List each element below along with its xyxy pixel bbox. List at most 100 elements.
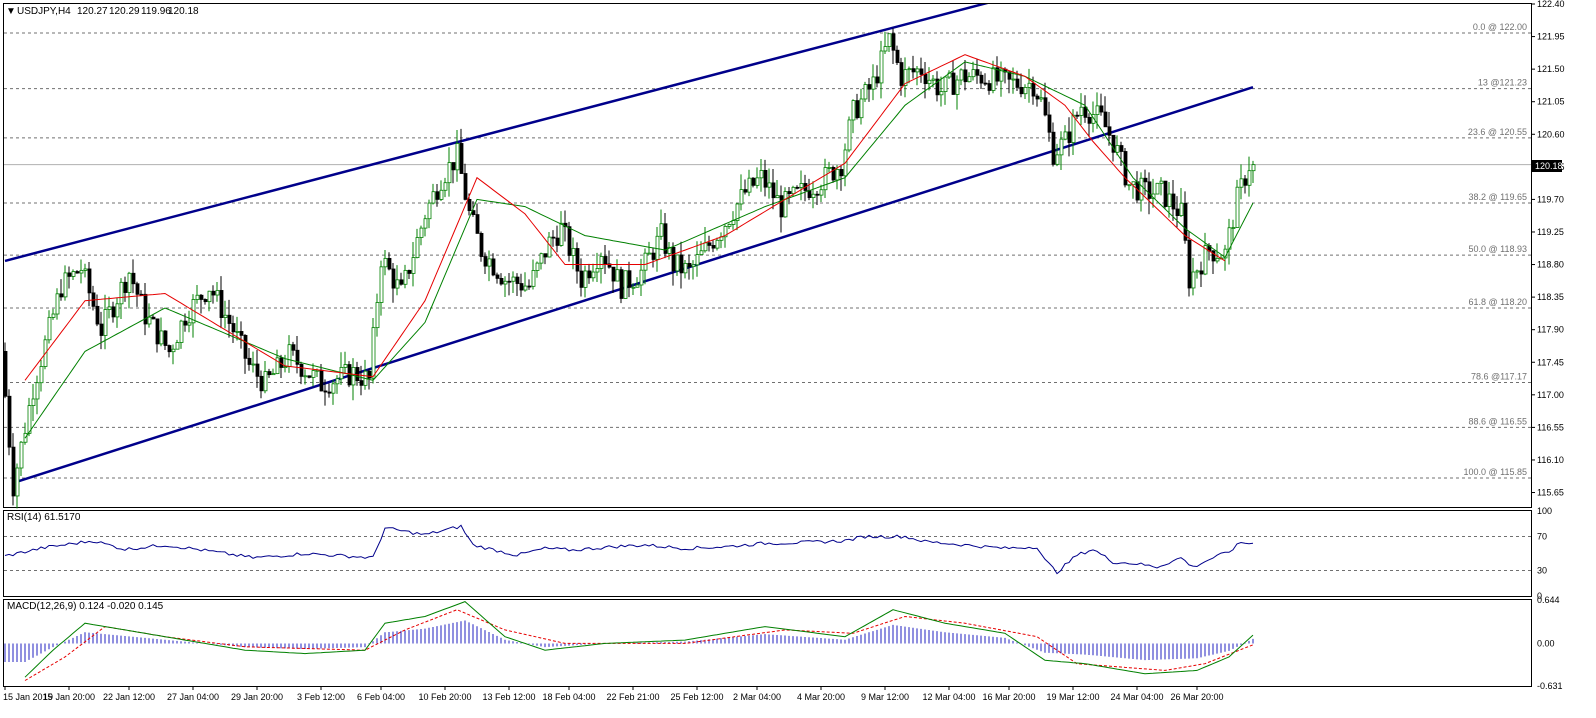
candle-body-161 (647, 252, 652, 255)
time-tick-label-9: 18 Feb 04:00 (542, 692, 595, 702)
macd-indicator: 0.644 0.00 -0.631 (4, 595, 1563, 691)
macd-tick-label-2: -0.631 (1537, 681, 1563, 691)
candle-body-219 (879, 50, 884, 84)
candle-body-300 (1203, 245, 1208, 275)
candle-body-258 (1035, 95, 1040, 100)
price-tick-label-9: 118.35 (1537, 292, 1564, 302)
rsi-tick-label-1: 70 (1537, 532, 1547, 542)
rsi-title: RSI(14) 61.5170 (7, 512, 81, 523)
candle-body-99 (399, 279, 404, 285)
candle-body-37 (151, 316, 156, 320)
channel-line-lower (16, 86, 1254, 483)
candle-body-43 (175, 342, 180, 350)
candle-body-51 (207, 290, 212, 303)
candle-body-286 (1147, 181, 1152, 199)
candle-body-260 (1043, 97, 1048, 116)
candle-body-270 (1083, 106, 1088, 118)
candle-body-119 (479, 233, 484, 257)
fib-label-3: 38.2 @ 119.65 (1468, 192, 1527, 202)
candle-body-294 (1179, 202, 1184, 216)
candle-body-85 (343, 364, 348, 368)
candle-body-137 (551, 236, 556, 239)
candle-body-118 (475, 214, 480, 234)
candle-body-116 (467, 199, 472, 211)
candle-body-18 (75, 271, 80, 274)
rsi-tick-label-3: 0 (1537, 591, 1542, 601)
time-tick-label-1: 19 Jan 20:00 (43, 692, 95, 702)
candle-body-307 (1231, 227, 1236, 229)
candle-body-178 (715, 239, 720, 249)
macd-title: MACD(12,26,9) 0.124 -0.020 0.145 (7, 601, 164, 612)
candle-body-55 (223, 314, 228, 318)
candle-body-254 (1019, 87, 1024, 95)
candle-body-157 (631, 286, 636, 289)
price-tick-label-7: 119.25 (1537, 227, 1564, 237)
candle-body-174 (699, 250, 704, 255)
candle-body-192 (771, 182, 776, 199)
candle-body-31 (127, 272, 132, 293)
candle-body-288 (1155, 182, 1160, 195)
candle-body-245 (983, 82, 988, 85)
candle-body-70 (283, 366, 288, 369)
candle-body-302 (1211, 250, 1216, 262)
candle-body-263 (1055, 154, 1060, 165)
candle-body-53 (215, 290, 220, 296)
candle-body-133 (535, 262, 540, 271)
candle-body-67 (271, 373, 276, 376)
time-tick-label-5: 3 Feb 12:00 (297, 692, 345, 702)
candle-body-189 (759, 169, 764, 179)
candle-body-233 (935, 78, 940, 96)
candle-body-38 (155, 318, 160, 345)
candle-body-56 (227, 314, 232, 324)
candle-body-121 (487, 258, 492, 267)
ohlc-close: 120.18 (168, 6, 199, 17)
candle-body-105 (423, 218, 428, 229)
candle-body-177 (711, 245, 716, 249)
candle-body-257 (1031, 82, 1036, 97)
candle-body-276 (1107, 126, 1112, 136)
candle-body-33 (135, 283, 140, 295)
candle-body-274 (1099, 105, 1104, 113)
price-tick-label-14: 116.10 (1537, 455, 1564, 465)
candle-body-151 (607, 263, 612, 268)
candle-body-113 (455, 143, 460, 171)
fib-label-8: 100.0 @ 115.85 (1463, 467, 1527, 477)
time-tick-label-0: 15 Jan 2015 (3, 692, 53, 702)
candle-body-228 (915, 68, 920, 73)
candle-body-285 (1143, 177, 1148, 183)
candle-body-225 (903, 69, 908, 86)
candle-body-277 (1111, 134, 1116, 153)
candle-body-194 (779, 195, 784, 218)
price-tick-label-3: 121.05 (1537, 97, 1565, 107)
candle-body-230 (923, 73, 928, 85)
candle-body-46 (187, 322, 192, 326)
candle-body-269 (1079, 106, 1084, 116)
candle-body-65 (263, 371, 268, 392)
candle-body-209 (839, 169, 844, 177)
candle-body-153 (615, 269, 620, 282)
rsi-tick-label-0: 100 (1537, 506, 1552, 516)
candle-body-152 (611, 266, 616, 282)
fib-label-1: 13 @121.23 (1478, 78, 1527, 88)
candle-body-21 (87, 268, 92, 294)
candle-body-39 (159, 330, 164, 345)
candle-body-77 (311, 370, 316, 378)
candle-body-211 (847, 119, 852, 151)
candle-body-159 (639, 269, 644, 286)
candle-body-168 (675, 254, 680, 272)
candle-body-282 (1131, 181, 1136, 186)
collapse-triangle-icon[interactable]: ▼ (6, 6, 16, 17)
fib-label-6: 78.6 @117.17 (1471, 372, 1527, 382)
candle-body-163 (655, 235, 660, 260)
candle-body-91 (367, 370, 372, 379)
candle-body-128 (515, 276, 520, 284)
channel-line-upper (4, 4, 989, 263)
candle-body-196 (787, 191, 792, 195)
time-tick-label-15: 12 Mar 04:00 (922, 692, 975, 702)
candle-body-238 (955, 79, 960, 95)
ohlc-open: 120.27 (77, 6, 108, 17)
candle-body-256 (1027, 82, 1032, 88)
fib-label-4: 50.0 @ 118.93 (1468, 244, 1527, 254)
candle-body-42 (171, 348, 176, 353)
candle-body-213 (855, 100, 860, 119)
